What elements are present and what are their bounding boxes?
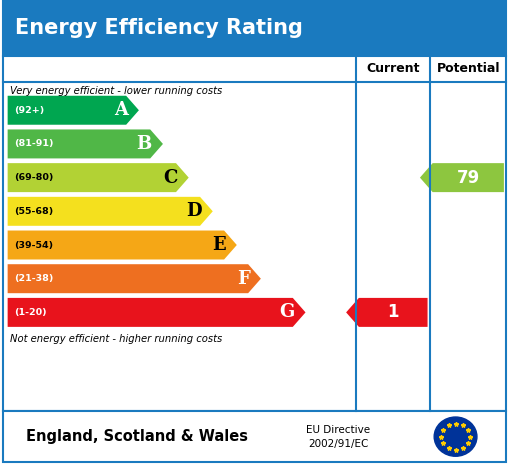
Polygon shape xyxy=(8,298,305,327)
Polygon shape xyxy=(420,163,504,192)
FancyBboxPatch shape xyxy=(3,411,506,462)
Text: (21-38): (21-38) xyxy=(14,274,53,283)
Text: 1: 1 xyxy=(387,304,399,321)
Polygon shape xyxy=(346,298,428,327)
Text: Very energy efficient - lower running costs: Very energy efficient - lower running co… xyxy=(10,86,222,96)
Text: A: A xyxy=(114,101,128,119)
Text: (69-80): (69-80) xyxy=(14,173,53,182)
Text: (81-91): (81-91) xyxy=(14,140,53,149)
Polygon shape xyxy=(8,129,163,158)
Text: (1-20): (1-20) xyxy=(14,308,46,317)
Text: 79: 79 xyxy=(457,169,480,187)
Text: Potential: Potential xyxy=(437,63,500,75)
Text: B: B xyxy=(136,135,152,153)
FancyBboxPatch shape xyxy=(3,56,506,411)
Text: D: D xyxy=(186,202,202,220)
Text: Not energy efficient - higher running costs: Not energy efficient - higher running co… xyxy=(10,334,222,344)
Text: England, Scotland & Wales: England, Scotland & Wales xyxy=(26,429,248,444)
Text: F: F xyxy=(237,270,249,288)
Text: G: G xyxy=(279,304,294,321)
Circle shape xyxy=(434,417,477,456)
Text: C: C xyxy=(163,169,178,187)
Polygon shape xyxy=(8,163,189,192)
Polygon shape xyxy=(8,264,261,293)
Text: (39-54): (39-54) xyxy=(14,241,53,249)
Text: (92+): (92+) xyxy=(14,106,44,115)
Text: Energy Efficiency Rating: Energy Efficiency Rating xyxy=(15,18,303,38)
Polygon shape xyxy=(8,231,237,260)
Text: EU Directive
2002/91/EC: EU Directive 2002/91/EC xyxy=(306,425,371,449)
Polygon shape xyxy=(8,96,139,125)
FancyBboxPatch shape xyxy=(3,0,506,56)
Text: (55-68): (55-68) xyxy=(14,207,53,216)
Polygon shape xyxy=(8,197,213,226)
Text: E: E xyxy=(212,236,225,254)
Text: Current: Current xyxy=(366,63,420,75)
